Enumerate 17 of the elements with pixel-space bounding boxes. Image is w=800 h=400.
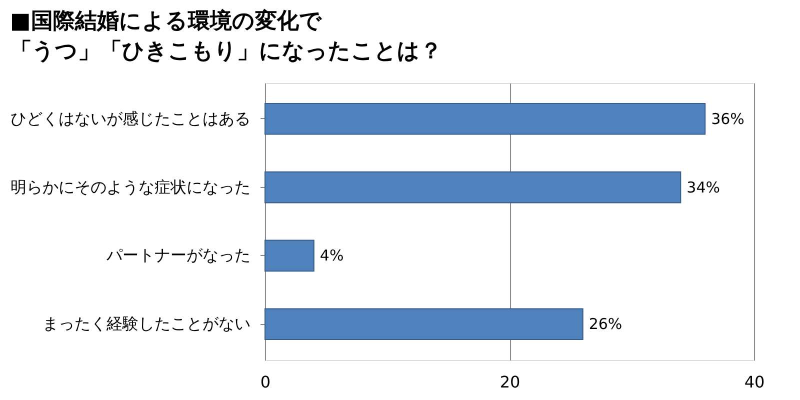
x-tick-label: 0 <box>260 372 271 392</box>
y-tick-label: まったく経験したことがない <box>42 314 250 334</box>
y-tick-label: 明らかにそのような症状になった <box>10 177 250 196</box>
data-label: 36% <box>711 110 744 128</box>
chart-title: ■国際結婚による環境の変化で <box>10 8 322 34</box>
x-tick-label: 40 <box>744 372 765 392</box>
x-tick-label: 20 <box>500 372 520 392</box>
bar <box>264 240 314 272</box>
data-label: 34% <box>686 178 720 196</box>
y-tick-label: パートナーがなった <box>106 246 250 265</box>
chart-subtitle: 「うつ」「ひきこもり」になったことは？ <box>10 39 442 64</box>
bar <box>264 171 682 204</box>
bar <box>264 308 584 340</box>
data-label: 26% <box>588 315 622 334</box>
y-tick-label: ひどくはないが感じたことはある <box>10 108 250 128</box>
bar <box>264 103 706 135</box>
data-label: 4% <box>320 246 344 265</box>
